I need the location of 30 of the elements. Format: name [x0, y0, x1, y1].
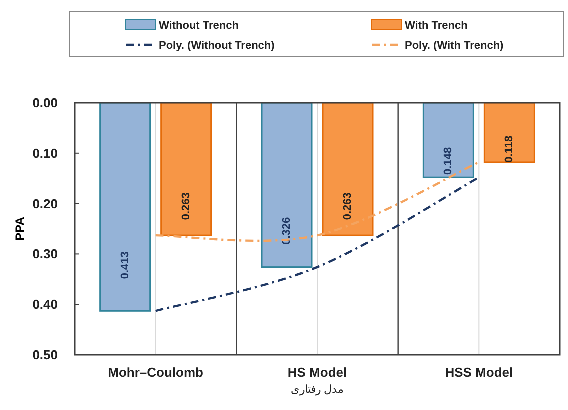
bar: [261, 102, 313, 268]
bar: [322, 102, 374, 236]
y-tick-label: 0.20: [32, 196, 58, 212]
y-axis-title: PPA: [13, 216, 27, 241]
bar: [422, 102, 474, 178]
data-label: 0.118: [504, 136, 516, 163]
y-tick-label: 0.00: [32, 96, 58, 110]
x-tick-label: HS Model: [288, 365, 348, 380]
legend-item: Without Trench: [126, 20, 239, 32]
x-tick-label: Mohr–Coulomb: [108, 365, 204, 380]
x-axis-title: مدل رفتاری: [290, 384, 344, 396]
y-tick-label: 0.40: [32, 297, 58, 312]
legend-item: Poly. (With Trench): [372, 40, 504, 52]
legend-label: Poly. (Without Trench): [159, 40, 276, 52]
legend-item: Poly. (Without Trench): [126, 40, 275, 52]
y-tick-label: 0.10: [32, 146, 58, 161]
data-label: 0.263: [180, 192, 192, 220]
y-tick-label: 0.30: [32, 246, 58, 262]
bar: [484, 102, 536, 164]
legend-label: Without Trench: [159, 20, 240, 32]
data-label: 0.413: [119, 252, 132, 280]
x-tick-label: HSS Model: [445, 365, 514, 380]
legend-label: Poly. (With Trench): [405, 40, 504, 52]
data-label: 0.148: [442, 147, 455, 175]
bar: [100, 102, 152, 312]
legend-item: With Trench: [372, 20, 468, 32]
y-tick-label: 0.50: [32, 348, 58, 362]
data-label: 0.263: [342, 192, 354, 220]
legend-label: With Trench: [405, 20, 468, 32]
bar: [160, 102, 212, 236]
